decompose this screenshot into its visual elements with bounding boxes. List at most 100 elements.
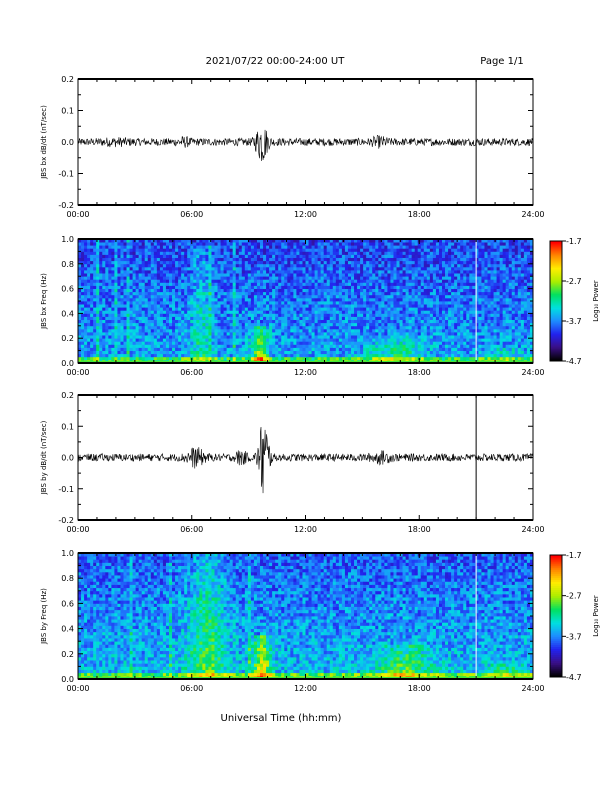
spectrogram-cell xyxy=(278,332,282,336)
spectrogram-cell xyxy=(162,273,167,277)
spectrogram-cell xyxy=(275,353,279,358)
spectrogram-cell xyxy=(247,338,252,342)
spectrogram-cell xyxy=(126,270,130,274)
spectrogram-cell xyxy=(117,291,121,296)
spectrogram-cell xyxy=(190,273,194,277)
spectrogram-cell xyxy=(199,251,203,255)
spectrogram-cell xyxy=(162,325,167,330)
spectrogram-cell xyxy=(372,353,376,358)
spectrogram-cell xyxy=(147,325,152,330)
spectrogram-cell xyxy=(150,254,155,258)
spectrogram-cell xyxy=(332,353,337,358)
spectrogram-cell xyxy=(184,266,188,271)
spectrogram-cell xyxy=(347,341,352,345)
spectrogram-cell xyxy=(84,248,88,252)
spectrogram-cell xyxy=(357,328,361,333)
spectrogram-cell xyxy=(217,304,221,308)
spectrogram-cell xyxy=(132,260,137,265)
spectrogram-cell xyxy=(396,257,400,262)
spectrogram-cell xyxy=(408,350,413,355)
spectrogram-cell xyxy=(141,266,146,271)
spectrogram-cell xyxy=(335,313,340,317)
spectrogram-cell xyxy=(402,242,406,246)
spectrogram-cell xyxy=(81,341,85,345)
spectrogram-cell xyxy=(256,319,261,324)
spectrogram-cell xyxy=(172,245,176,249)
spectrogram-cell xyxy=(102,291,106,296)
spectrogram-cell xyxy=(369,338,373,342)
spectrogram-cell xyxy=(147,266,152,271)
spectrogram-cell xyxy=(244,313,249,317)
spectrogram-cell xyxy=(438,344,443,348)
spectrogram-cell xyxy=(432,344,437,348)
spectrogram-cell xyxy=(281,328,285,333)
spectrogram-cell xyxy=(78,242,82,246)
spectrogram-cell xyxy=(302,350,306,355)
spectrogram-cell xyxy=(150,338,155,342)
spectrogram-cell xyxy=(284,248,288,252)
spectrogram-cell xyxy=(269,356,273,361)
spectrogram-cell xyxy=(414,316,419,320)
spectrogram-cell xyxy=(241,288,246,293)
spectrogram-cell xyxy=(435,297,440,302)
spectrogram-cell xyxy=(263,263,267,268)
spectrogram-cell xyxy=(187,279,191,283)
spectrogram-cell xyxy=(202,260,206,265)
spectrogram-cell xyxy=(378,266,382,271)
spectrogram-cell xyxy=(253,313,258,317)
spectrogram-cell xyxy=(172,301,176,305)
spectrogram-cell xyxy=(196,328,200,333)
spectrogram-cell xyxy=(299,304,303,308)
spectrogram-cell xyxy=(90,288,94,293)
spectrogram-cell xyxy=(241,301,246,305)
spectrogram-cell xyxy=(226,279,231,283)
spectrogram-cell xyxy=(354,344,358,348)
spectrogram-cell xyxy=(187,335,191,339)
spectrogram-cell xyxy=(354,257,358,262)
spectrogram-cell xyxy=(390,325,394,330)
spectrogram-cell xyxy=(132,263,137,268)
spectrogram-cell xyxy=(396,291,400,296)
spectrogram-cell xyxy=(287,279,291,283)
spectrogram-cell xyxy=(111,276,115,280)
spectrogram-cell xyxy=(247,294,252,299)
spectrogram-cell xyxy=(281,322,285,327)
spectrogram-cell xyxy=(108,251,112,255)
spectrogram-cell xyxy=(156,338,161,342)
spectrogram-cell xyxy=(384,319,388,324)
spectrogram-cell xyxy=(135,254,140,258)
spectrogram-cell xyxy=(378,350,382,355)
spectrogram-cell xyxy=(93,257,97,262)
spectrogram-cell xyxy=(217,335,221,339)
spectrogram-cell xyxy=(323,263,328,268)
spectrogram-cell xyxy=(341,248,346,252)
spectrogram-cell xyxy=(241,344,246,348)
spectrogram-cell xyxy=(141,270,146,274)
spectrogram-cell xyxy=(360,353,364,358)
spectrogram-cell xyxy=(135,279,140,283)
spectrogram-cell xyxy=(445,316,449,320)
spectrogram-cell xyxy=(111,344,115,348)
spectrogram-cell xyxy=(426,266,431,271)
spectrogram-cell xyxy=(402,263,406,268)
spectrogram-cell xyxy=(320,328,325,333)
spectrogram-cell xyxy=(347,307,352,311)
spectrogram-cell xyxy=(105,338,109,342)
spectrogram-cell xyxy=(87,310,91,314)
spectrogram-cell xyxy=(387,316,391,320)
spectrogram-cell xyxy=(129,328,133,333)
spectrogram-cell xyxy=(402,316,406,320)
spectrogram-cell xyxy=(438,297,443,302)
spectrogram-cell xyxy=(351,304,355,308)
spectrogram-cell xyxy=(235,338,240,342)
spectrogram-cell xyxy=(81,254,85,258)
spectrogram-cell xyxy=(159,260,164,265)
spectrogram-cell xyxy=(326,285,331,289)
spectrogram-cell xyxy=(253,270,258,274)
spectrogram-cell xyxy=(445,285,449,289)
spectrogram-cell xyxy=(275,260,279,265)
spectrogram-cell xyxy=(184,347,188,351)
spectrogram-cell xyxy=(153,335,158,339)
spectrogram-cell xyxy=(178,288,182,293)
spectrogram-cell xyxy=(150,279,155,283)
